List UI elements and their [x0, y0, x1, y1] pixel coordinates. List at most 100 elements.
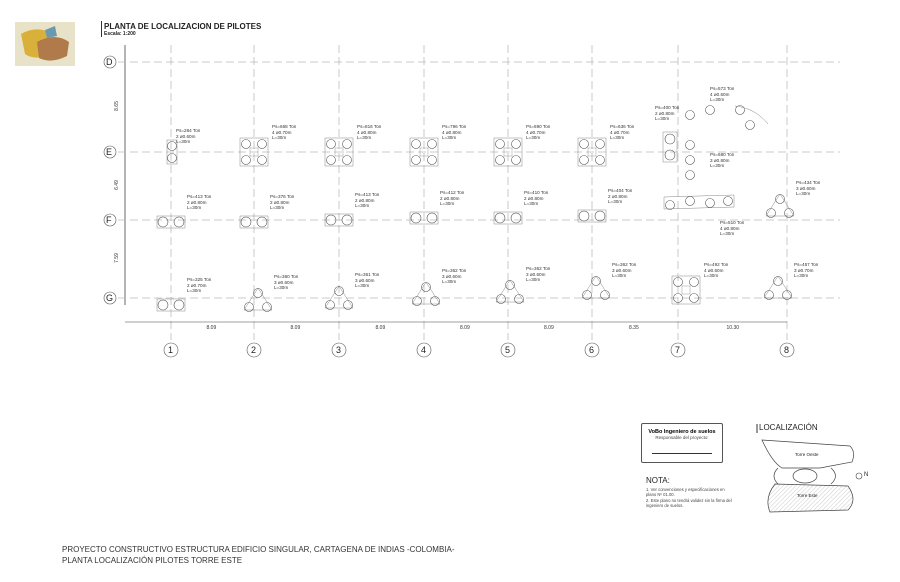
grid-label-row-E: E	[106, 147, 113, 157]
pile-circle	[157, 216, 169, 228]
pile-circle	[685, 196, 695, 206]
pile-circle	[173, 216, 185, 228]
drawing-title: PLANTA DE LOCALIZACION DE PILOTES	[104, 22, 262, 31]
pile-circle	[505, 280, 515, 290]
pile-E3-cap	[324, 137, 354, 167]
pile-circle	[685, 170, 695, 180]
pile-label-ps: Ps=690 Ton	[526, 124, 551, 129]
pile-circle	[167, 141, 177, 151]
plan-subtitle: PLANTA LOCALIZACIÓN PILOTES TORRE ESTE	[62, 556, 243, 565]
pile-label-ps: Ps=376 Ton	[270, 194, 295, 199]
pile-circle	[685, 155, 695, 165]
pile-circle	[411, 139, 421, 149]
pile-label-l: L=30m	[526, 135, 541, 141]
pile-label-l: L=30m	[526, 277, 541, 283]
pile-cap-F7	[663, 194, 735, 210]
pile-circle	[773, 276, 783, 286]
grid-bubble-7	[670, 342, 686, 358]
pile-label-l: L=30m	[355, 203, 370, 209]
pile-E4-cap	[409, 137, 439, 167]
pile-circle	[157, 299, 169, 311]
pile-label-d: 3 ø0.60m	[442, 273, 462, 279]
pile-circle	[579, 155, 589, 165]
pile-cap-E7	[662, 131, 678, 163]
company-logo	[15, 22, 75, 66]
pile-label-ps: Ps=362 Ton	[526, 266, 551, 271]
soil-engineer-approval-box: VoBo Ingeniero de suelos Responsable del…	[641, 423, 723, 463]
column-spacing-dim: 8.09	[206, 325, 217, 331]
grid-bubble-E	[103, 145, 117, 159]
pile-G1-cap	[156, 298, 186, 312]
pile-circle	[411, 155, 421, 165]
pile-label-l: L=30m	[710, 163, 725, 169]
pile-F1-cap	[156, 215, 186, 229]
pile-label-ps: Ps=410 Ton	[524, 190, 549, 195]
pile-label-l: L=30m	[187, 288, 202, 294]
pile-label-d: 4 ø0.70m	[272, 129, 292, 135]
note-item: 1. Ver convenciones y especificaciones e…	[646, 487, 725, 497]
pile-label-ps: Ps=668 Ton	[272, 124, 297, 129]
pile-circle	[342, 155, 352, 165]
pile-circle	[167, 153, 177, 163]
grid-bubble-8	[779, 342, 795, 358]
pile-label-ps: Ps=404 Ton	[608, 188, 633, 193]
pile-label-d: 2 ø0.80m	[608, 193, 628, 199]
grid-bubble-2	[246, 342, 262, 358]
pile-label-d: 2 ø0.70m	[187, 282, 207, 288]
pile-label-l: L=30m	[440, 201, 455, 207]
column-spacing-dim: 8.09	[375, 325, 386, 331]
pile-circle	[665, 200, 675, 210]
pile-circle	[410, 212, 422, 224]
pile-circle	[262, 302, 272, 312]
pile-label-d: 2 ø0.60m	[176, 133, 196, 139]
column-square	[681, 285, 691, 295]
pile-circle	[253, 288, 263, 298]
pile-circle	[495, 139, 505, 149]
pile-G4-cap	[411, 281, 441, 305]
location-title: LOCALIZACIÓN	[759, 423, 818, 432]
pile-circle	[579, 139, 589, 149]
tower-east-label: Torre Este	[797, 493, 818, 498]
grid-label-col-5: 5	[505, 345, 511, 355]
pile-label-ps: Ps=284 Ton	[176, 128, 201, 133]
pile-circle	[334, 286, 344, 296]
pile-circle	[511, 155, 521, 165]
column-square	[334, 147, 344, 157]
pile-G8-cap	[763, 275, 793, 299]
pile-label-d: 2 ø0.80m	[270, 199, 290, 205]
pile-label-d: 4 ø0.80m	[442, 129, 462, 135]
pile-label-d: 3 ø0.60m	[796, 185, 816, 191]
pile-circle	[689, 293, 699, 303]
pile-circle	[685, 140, 695, 150]
pile-G2-cap	[243, 287, 273, 311]
pile-label-l: L=30m	[524, 201, 539, 207]
signature-line	[652, 453, 712, 454]
pile-label-l: L=30m	[610, 135, 625, 141]
pile-circle	[578, 210, 590, 222]
column-spacing-dim: 8.09	[544, 325, 554, 331]
column-square	[503, 147, 513, 157]
pile-circle	[594, 210, 606, 222]
pile-label-d: 3 ø0.60m	[526, 271, 546, 277]
pile-label-d: 4 ø0.60m	[704, 267, 724, 273]
pile-circle	[595, 139, 605, 149]
pile-label-ps: Ps=573 Ton	[710, 86, 735, 91]
column-spacing-dim: 8.09	[290, 325, 301, 331]
pile-circle	[341, 214, 353, 226]
pile-label-d: 4 ø0.70m	[526, 129, 546, 135]
pile-circle	[240, 216, 252, 228]
grid-label-row-D: D	[106, 57, 113, 67]
pile-circle	[784, 208, 794, 218]
pile-circle	[600, 290, 610, 300]
pile-circle	[496, 294, 506, 304]
pile-circle	[494, 212, 506, 224]
pile-circle	[591, 276, 601, 286]
pile-label-l: L=30m	[794, 273, 809, 279]
grid-label-row-F: F	[106, 215, 112, 225]
pile-label-d: 2 ø0.80m	[440, 195, 460, 201]
pile-label-l: L=30m	[357, 135, 372, 141]
pile-label-ps: Ps=492 Ton	[704, 262, 729, 267]
pile-circle	[173, 299, 185, 311]
approval-title: VoBo Ingeniero de suelos	[648, 429, 716, 435]
